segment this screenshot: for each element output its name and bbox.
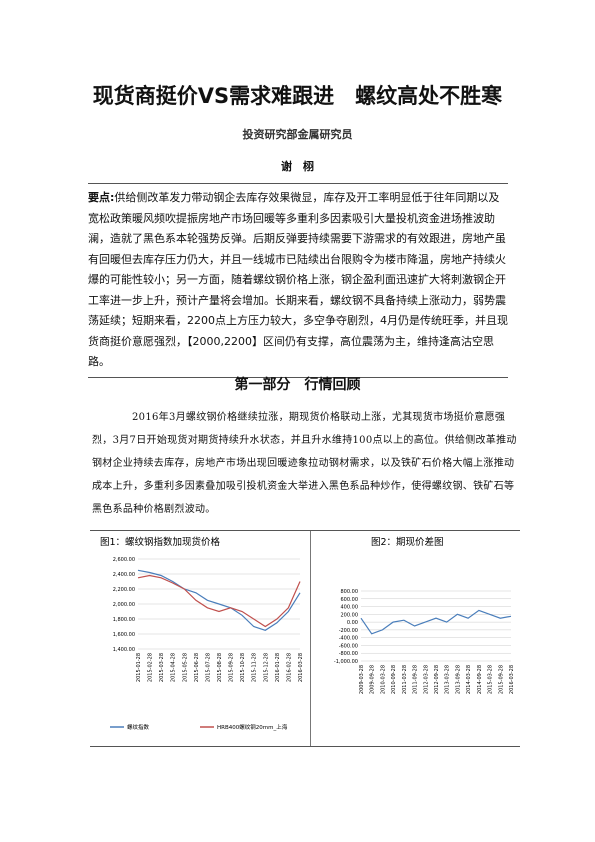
line <box>360 609 512 635</box>
x-tick-label: 2012-09-28 <box>434 665 440 694</box>
x-tick-label: 2016-03-28 <box>298 653 304 682</box>
x-tick-label: 2009-03-28 <box>359 665 365 694</box>
x-tick-label: 2010-03-28 <box>380 665 386 694</box>
chart: 图1：螺纹钢指数加现货价格 1,400.00 1,600.00 1,800.00 2,0… <box>100 536 304 731</box>
y-tick-label: 200.00 <box>341 612 359 618</box>
y-tick-label: 1,600.00 <box>113 632 135 638</box>
x-tick-label: 2011-09-28 <box>413 665 419 694</box>
x-tick-label: 2013-03-28 <box>445 665 451 694</box>
y-tick-label: 2,400.00 <box>113 572 135 578</box>
summary-label: 要点: <box>88 191 115 204</box>
x-tick-label: 2009-09-28 <box>370 665 376 694</box>
line <box>137 569 301 631</box>
summary-text: 供给侧改革发力带动钢企去库存效果微显，库存及开工率明显低于往年同期以及宽松政策暖… <box>88 191 508 368</box>
x-tick-label: 2012-03-28 <box>423 665 429 694</box>
x-tick-label: 2015-06-28 <box>194 653 200 682</box>
summary: 要点:供给侧改革发力带动钢企去库存效果微显，库存及开工率明显低于往年同期以及宽松… <box>88 183 508 378</box>
x-tick-label: 2011-03-28 <box>402 665 408 694</box>
y-tick-label: -1,000.00 <box>334 659 358 665</box>
x-tick-label: 2015-04-28 <box>171 653 177 682</box>
y-tick-label: 2,600.00 <box>113 557 135 563</box>
x-tick-label: 2015-01-28 <box>136 653 142 682</box>
figure-caption: 图1：螺纹钢指数加现货价格 <box>100 536 221 548</box>
y-tick-label: 2,200.00 <box>113 587 135 593</box>
x-tick-label: 2015-02-28 <box>148 653 154 682</box>
legend-label: HRB400螺纹钢20mm_上海 <box>217 723 288 731</box>
x-tick-label: 2015-03-28 <box>159 653 165 682</box>
section-heading: 第一部分 行情回顾 <box>234 377 361 393</box>
y-tick-label: 1,800.00 <box>113 617 135 623</box>
legend-label: 螺纹指数 <box>127 723 150 731</box>
author: 谢 栩 <box>281 160 314 173</box>
y-tick-label: 800.00 <box>341 589 359 595</box>
y-tick-label: 400.00 <box>341 605 359 611</box>
figures: 图1：螺纹钢指数加现货价格 1,400.00 1,600.00 1,800.00 2,0… <box>90 530 520 747</box>
x-tick-label: 2015-07-28 <box>205 653 211 682</box>
x-tick-label: 2015-10-28 <box>240 653 246 682</box>
x-tick-label: 2015-09-28 <box>498 665 504 694</box>
x-tick-label: 2015-08-28 <box>217 653 223 682</box>
y-tick-label: -800.00 <box>339 651 358 657</box>
divider <box>310 531 311 746</box>
figure-caption: 图2：期现价差图 <box>371 536 444 548</box>
title: 现货商挺价VS需求难跟进 螺纹高处不胜寒 <box>92 84 503 108</box>
x-tick-label: 2015-12-28 <box>263 653 269 682</box>
x-tick-label: 2014-09-28 <box>477 665 483 694</box>
y-tick-label: -200.00 <box>339 628 358 634</box>
x-tick-label: 2015-09-28 <box>229 653 235 682</box>
x-tick-label: 2016-03-28 <box>509 665 515 694</box>
department: 投资研究部金属研究员 <box>242 128 353 141</box>
y-tick-label: 1,400.00 <box>113 647 135 653</box>
y-tick-label: -600.00 <box>339 643 358 649</box>
y-tick-label: 2,000.00 <box>113 602 135 608</box>
x-tick-label: 2014-03-28 <box>466 665 472 694</box>
x-tick-label: 2015-03-28 <box>488 665 494 694</box>
y-tick-label: -400.00 <box>339 636 358 642</box>
x-tick-label: 2013-09-28 <box>455 665 461 694</box>
paragraph: 2016年3月螺纹钢价格继续拉涨，期现货价格联动上涨，尤其现货市场挺价意愿强烈，… <box>92 412 517 515</box>
line <box>137 574 301 628</box>
y-tick-label: 600.00 <box>341 597 359 603</box>
x-tick-label: 2010-09-28 <box>391 665 397 694</box>
chart: 图2：期现价差图 -1,000.00 -800.00 -600.00-400.00 -2… <box>334 536 515 694</box>
x-tick-label: 2016-02-28 <box>286 653 292 682</box>
x-tick-label: 2015-05-28 <box>182 653 188 682</box>
x-tick-label: 2015-11-28 <box>252 653 258 682</box>
x-tick-label: 2016-01-28 <box>275 653 281 682</box>
y-tick-label: 0.00 <box>347 620 358 626</box>
